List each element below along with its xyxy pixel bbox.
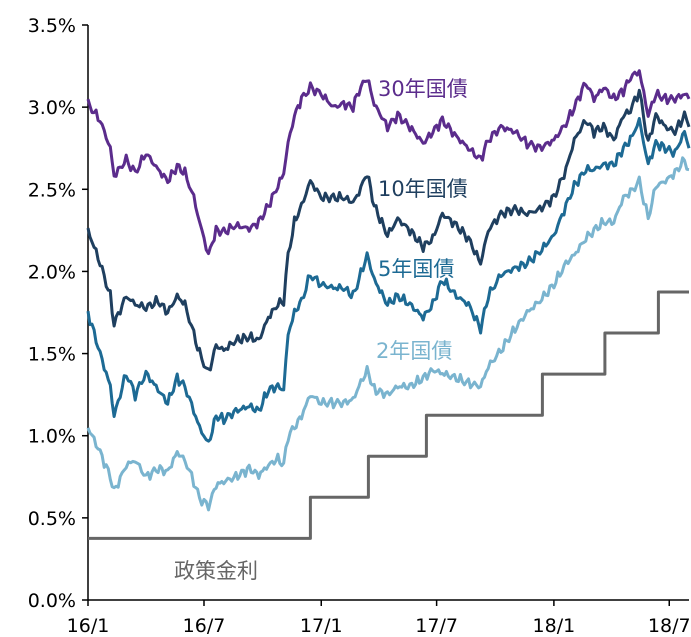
series-layer — [86, 69, 691, 540]
series-line-1 — [86, 88, 691, 372]
series-line-0 — [86, 69, 691, 256]
series-label-1: 10年国債 — [378, 177, 468, 201]
series-line-3 — [86, 156, 690, 512]
x-tick-label: 18/7 — [648, 615, 691, 637]
series-label-2: 5年国債 — [378, 257, 454, 281]
series-label-4: 政策金利 — [174, 559, 258, 583]
y-axis: 0.0% 0.5% 1.0% 1.5% 2.0% 2.5% 3.0% 3.5% — [28, 15, 89, 612]
x-tick-label: 17/7 — [415, 615, 458, 637]
y-tick-label: 0.0% — [28, 590, 76, 612]
series-line-2 — [86, 117, 691, 443]
y-tick-label: 3.5% — [28, 15, 76, 37]
x-tick-label: 16/7 — [183, 615, 226, 637]
x-tick-label: 17/1 — [300, 615, 343, 637]
x-axis: 16/1 16/7 17/1 17/7 18/1 18/7 — [67, 599, 691, 637]
y-tick-label: 2.0% — [28, 261, 76, 283]
series-label-3: 2年国債 — [376, 339, 452, 363]
x-tick-label: 16/1 — [67, 615, 110, 637]
series-line-4 — [88, 290, 689, 540]
series-label-0: 30年国債 — [378, 77, 468, 101]
x-tick-label: 18/1 — [533, 615, 576, 637]
y-tick-label: 0.5% — [28, 508, 76, 530]
y-tick-label: 1.0% — [28, 426, 76, 448]
y-tick-label: 1.5% — [28, 344, 76, 366]
y-tick-label: 2.5% — [28, 179, 76, 201]
y-tick-label: 3.0% — [28, 97, 76, 119]
